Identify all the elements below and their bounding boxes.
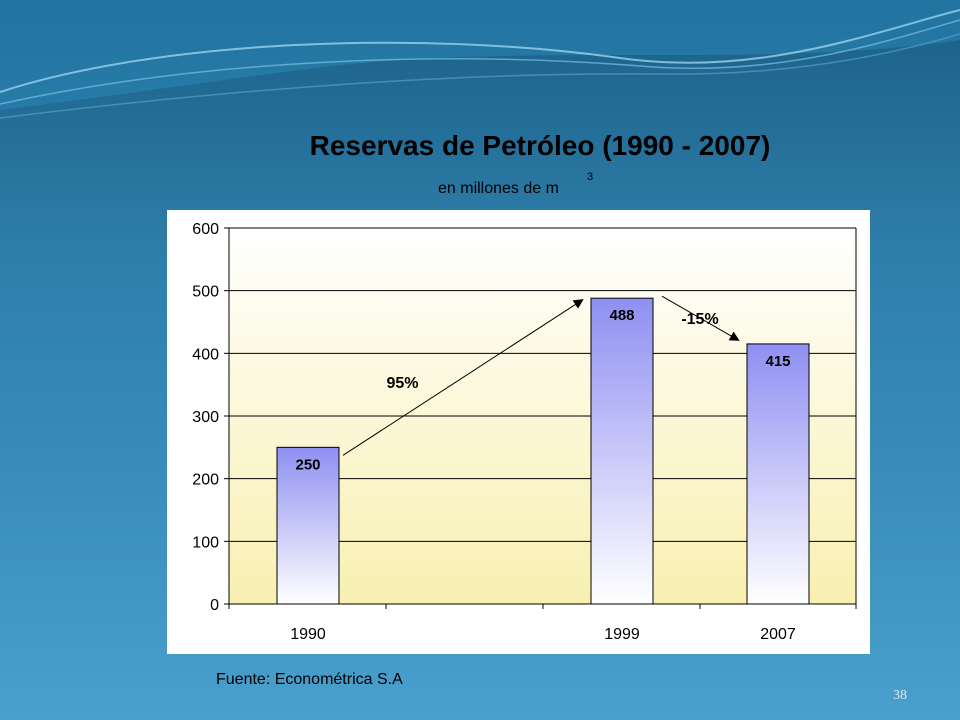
- data-label: 488: [609, 307, 634, 324]
- y-tick-label: 200: [192, 472, 219, 489]
- source-note: Fuente: Econométrica S.A: [216, 671, 403, 688]
- y-tick-label: 400: [192, 346, 219, 363]
- x-tick-label: 1990: [290, 626, 326, 643]
- y-tick-label: 100: [192, 534, 219, 551]
- page-number: 38: [893, 688, 907, 703]
- bar-chart: 250 488 415 0 100 200 300 400 500 600 1990 1999 200…: [167, 210, 870, 654]
- change-arrow: [661, 295, 740, 341]
- slide-subtitle: en millones de m: [438, 180, 559, 197]
- y-tick-label: 600: [192, 221, 219, 238]
- change-label: 95%: [386, 375, 418, 392]
- bar-1999: [590, 297, 654, 605]
- y-tick-label: 500: [192, 284, 219, 301]
- change-label: -15%: [681, 311, 718, 328]
- y-tick-label: 300: [192, 409, 219, 426]
- y-tick-label: 0: [210, 597, 219, 614]
- bar-2007: [746, 343, 810, 605]
- x-tick-label: 2007: [760, 626, 796, 643]
- subtitle-superscript: 3: [587, 171, 594, 183]
- slide-title: Reservas de Petróleo (1990 - 2007): [309, 130, 771, 161]
- x-tick-label: 1999: [604, 626, 640, 643]
- data-label: 250: [295, 456, 320, 473]
- bar-1990: [276, 446, 340, 605]
- change-arrow: [342, 299, 584, 456]
- header-wave-decoration: [0, 0, 960, 119]
- data-label: 415: [765, 353, 790, 370]
